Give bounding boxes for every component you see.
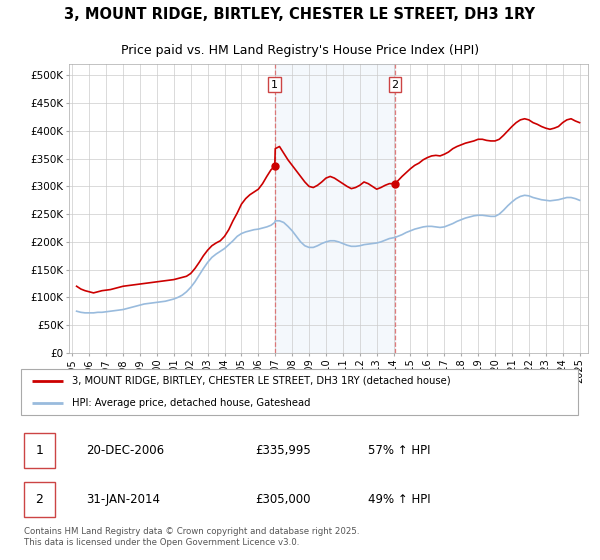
FancyBboxPatch shape (23, 482, 55, 517)
Text: Contains HM Land Registry data © Crown copyright and database right 2025.
This d: Contains HM Land Registry data © Crown c… (23, 526, 359, 548)
FancyBboxPatch shape (23, 432, 55, 468)
Text: 57% ↑ HPI: 57% ↑ HPI (368, 444, 430, 457)
Text: HPI: Average price, detached house, Gateshead: HPI: Average price, detached house, Gate… (71, 398, 310, 408)
Text: £305,000: £305,000 (255, 493, 310, 506)
FancyBboxPatch shape (21, 370, 578, 414)
Text: 3, MOUNT RIDGE, BIRTLEY, CHESTER LE STREET, DH3 1RY (detached house): 3, MOUNT RIDGE, BIRTLEY, CHESTER LE STRE… (71, 376, 450, 386)
Text: 31-JAN-2014: 31-JAN-2014 (86, 493, 160, 506)
Text: 3, MOUNT RIDGE, BIRTLEY, CHESTER LE STREET, DH3 1RY: 3, MOUNT RIDGE, BIRTLEY, CHESTER LE STRE… (65, 7, 536, 22)
Text: 2: 2 (391, 80, 398, 90)
Text: Price paid vs. HM Land Registry's House Price Index (HPI): Price paid vs. HM Land Registry's House … (121, 44, 479, 57)
Text: 1: 1 (271, 80, 278, 90)
Bar (275, 64, 395, 353)
Text: 49% ↑ HPI: 49% ↑ HPI (368, 493, 430, 506)
Text: 2: 2 (35, 493, 43, 506)
Text: 1: 1 (35, 444, 43, 457)
Text: £335,995: £335,995 (255, 444, 311, 457)
Text: 20-DEC-2006: 20-DEC-2006 (86, 444, 164, 457)
